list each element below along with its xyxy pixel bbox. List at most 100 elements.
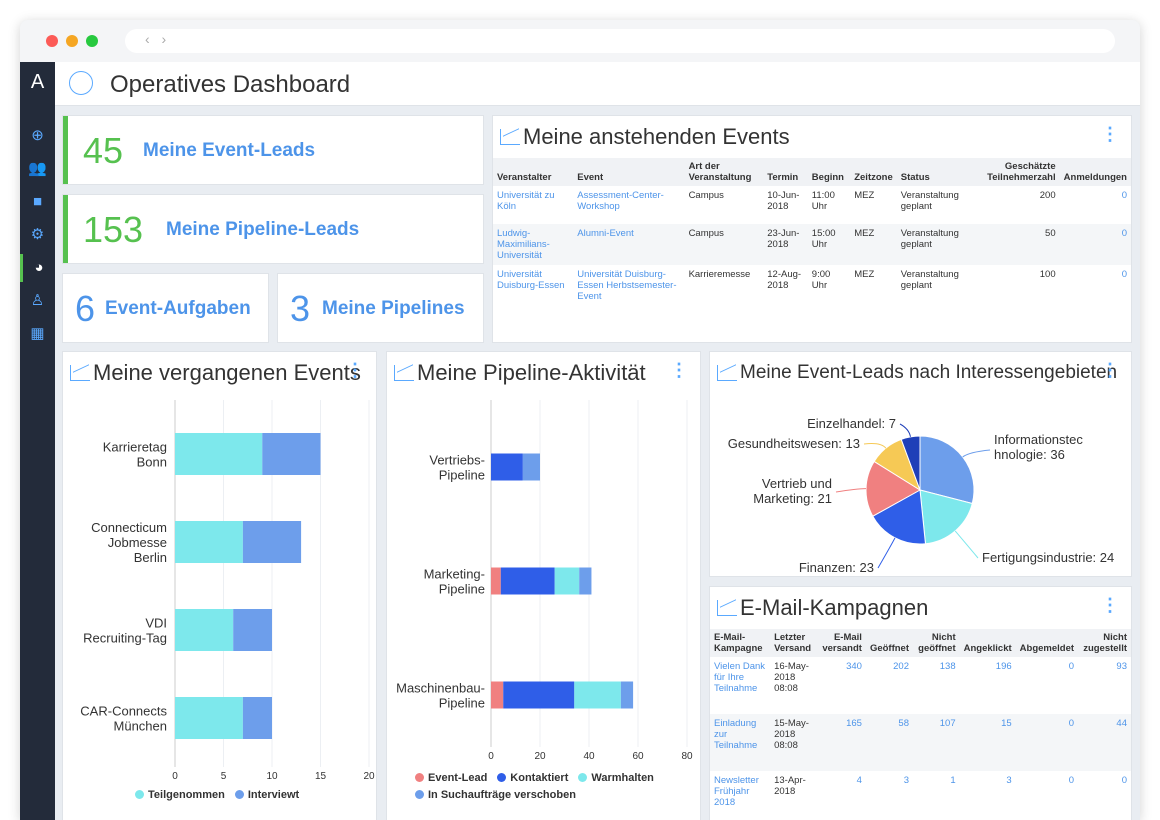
table-row[interactable]: Einladung zur Teilnahme 15-May-2018 08:08… — [710, 714, 1131, 771]
url-bar[interactable]: ‹ › — [125, 29, 1115, 53]
browser-titlebar: ‹ › — [20, 20, 1140, 62]
contacts-icon[interactable]: 👥 — [28, 160, 47, 177]
table-row[interactable]: Ludwig-Maximilians-Universität Alumni-Eve… — [493, 224, 1131, 265]
column-header[interactable]: Letzter Versand — [770, 629, 818, 657]
user-icon[interactable]: ♙ — [30, 292, 45, 309]
column-header[interactable]: Angeklickt — [959, 629, 1016, 657]
table-cell[interactable]: Alumni-Event — [573, 224, 685, 265]
table-cell[interactable]: 196 — [995, 661, 1012, 672]
column-header[interactable]: E-Mail-Kampagne — [710, 629, 771, 657]
table-row[interactable]: Newsletter Frühjahr 2018 13-Apr-2018 4 3 1 3 0… — [710, 771, 1131, 820]
column-header[interactable]: Geschätzte Teilnehmerzahl — [970, 158, 1060, 186]
x-tick-label: 40 — [583, 751, 595, 762]
pie-leader-line — [962, 449, 991, 458]
minimize-dot[interactable] — [66, 35, 78, 47]
column-header[interactable]: E-Mail versandt — [817, 629, 866, 657]
more-menu-icon[interactable]: ⋮ — [346, 360, 364, 380]
table-cell[interactable]: 0 — [1121, 775, 1127, 786]
table-row[interactable]: Universität Duisburg-Essen Universität Du… — [493, 265, 1131, 306]
legend-item[interactable]: Interviewt — [234, 789, 299, 801]
column-header[interactable]: Anmeldungen — [1059, 158, 1131, 186]
dashboard-icon[interactable]: ◕ — [20, 254, 55, 282]
table-cell[interactable]: Universität Duisburg-Essen — [497, 269, 565, 291]
kpi-event-leads[interactable]: 45 Meine Event-Leads — [62, 115, 484, 185]
column-header[interactable]: Status — [896, 158, 971, 186]
table-cell[interactable]: 0 — [1068, 775, 1075, 786]
table-cell[interactable]: Assessment-Center-Workshop — [577, 190, 664, 212]
table-cell[interactable]: Vielen Dank für Ihre Teilnahme — [714, 661, 766, 694]
pie-slice — [900, 435, 921, 491]
legend-label: In Suchaufträge verschoben — [428, 789, 576, 801]
legend-item[interactable]: Teilgenommen — [135, 789, 225, 801]
table-row[interactable]: Universität zu Köln Assessment-Center-Wor… — [493, 186, 1131, 224]
table-cell[interactable]: 202 — [893, 661, 909, 672]
legend-item[interactable]: Event-Lead — [415, 770, 487, 787]
table-row[interactable]: Vielen Dank für Ihre Teilnahme 16-May-201… — [710, 657, 1131, 714]
table-cell[interactable]: 165 — [817, 714, 866, 771]
kpi-pipelines[interactable]: 3 Meine Pipelines — [277, 273, 484, 343]
calendar-icon[interactable]: ▦ — [30, 325, 45, 342]
table-cell[interactable]: 340 — [846, 661, 862, 672]
table-cell[interactable]: 93 — [1116, 661, 1127, 672]
table-cell[interactable]: Newsletter Frühjahr 2018 — [714, 775, 759, 808]
line-chart-icon — [717, 365, 737, 381]
column-header[interactable]: Nicht zugestellt — [1078, 629, 1131, 657]
column-header[interactable]: Abgemeldet — [1015, 629, 1079, 657]
settings-icon[interactable]: ⚙ — [30, 226, 45, 243]
pie-label: Marketing: 21 — [753, 491, 832, 506]
more-menu-icon[interactable]: ⋮ — [1101, 360, 1119, 380]
category-label: München — [114, 719, 167, 734]
bar — [503, 681, 575, 709]
table-cell[interactable]: Ludwig-Maximilians-Universität — [493, 224, 574, 265]
interests-panel: Meine Event-Leads nach Interessengebiete… — [709, 351, 1132, 577]
bar — [262, 433, 321, 475]
table-cell[interactable]: 15 — [959, 714, 1016, 771]
column-header[interactable]: Art der Veranstaltung — [684, 158, 764, 186]
table-cell[interactable]: 3 — [903, 775, 909, 786]
column-header[interactable]: Beginn — [807, 158, 851, 186]
table-cell[interactable]: 0 — [1121, 190, 1127, 201]
table-cell[interactable]: 0 — [1068, 661, 1075, 672]
table-cell[interactable]: Einladung zur Teilnahme — [710, 714, 771, 771]
table-cell[interactable]: 0 — [1121, 269, 1127, 280]
table-cell[interactable]: Universität zu Köln — [497, 190, 555, 212]
legend-item[interactable]: Warmhalten — [578, 770, 654, 787]
add-icon[interactable]: ⊕ — [31, 127, 44, 144]
close-dot[interactable] — [46, 35, 58, 47]
column-header[interactable]: Zeitzone — [850, 158, 897, 186]
more-menu-icon[interactable]: ⋮ — [1101, 595, 1119, 615]
category-label: Bonn — [137, 455, 167, 470]
folder-icon[interactable]: ■ — [32, 193, 43, 210]
table-cell[interactable]: Universität Duisburg-Essen Herbstsemeste… — [577, 269, 677, 302]
table-cell[interactable]: 44 — [1078, 714, 1131, 771]
table-cell[interactable]: 1 — [950, 775, 956, 786]
column-header[interactable]: Nicht geöffnet — [913, 629, 960, 657]
legend-dot — [135, 790, 144, 799]
table-cell[interactable]: 107 — [913, 714, 960, 771]
more-menu-icon[interactable]: ⋮ — [670, 360, 688, 380]
legend-dot — [415, 773, 424, 782]
past-events-panel: Meine vergangenen Events ⋮ 0 5 10 15 20 Karri… — [62, 351, 377, 820]
column-header[interactable]: Geöffnet — [865, 629, 913, 657]
more-menu-icon[interactable]: ⋮ — [1101, 124, 1119, 144]
kpi-pipeline-leads[interactable]: 153 Meine Pipeline-Leads — [62, 194, 484, 264]
x-tick-label: 20 — [363, 771, 375, 782]
maximize-dot[interactable] — [86, 35, 98, 47]
legend-item[interactable]: In Suchaufträge verschoben — [415, 787, 576, 804]
table-cell[interactable]: 138 — [939, 661, 956, 672]
pie-label: Einzelhandel: 7 — [807, 416, 896, 431]
table-cell[interactable]: 0 — [1059, 224, 1131, 265]
kpi-accent — [63, 116, 68, 184]
category-label: Berlin — [134, 550, 167, 565]
column-header[interactable]: Termin — [763, 158, 808, 186]
column-header[interactable]: Veranstalter — [493, 158, 574, 186]
bar — [233, 609, 272, 651]
legend-item[interactable]: Kontaktiert — [497, 770, 568, 787]
table-cell[interactable]: 4 — [856, 775, 862, 786]
column-header[interactable]: Event — [573, 158, 685, 186]
table-cell[interactable]: 0 — [1015, 714, 1079, 771]
table-cell[interactable]: 3 — [1006, 775, 1012, 786]
table-cell[interactable]: 58 — [865, 714, 913, 771]
kpi-event-tasks[interactable]: 6 Event-Aufgaben — [62, 273, 269, 343]
category-label: VDI — [145, 616, 167, 631]
